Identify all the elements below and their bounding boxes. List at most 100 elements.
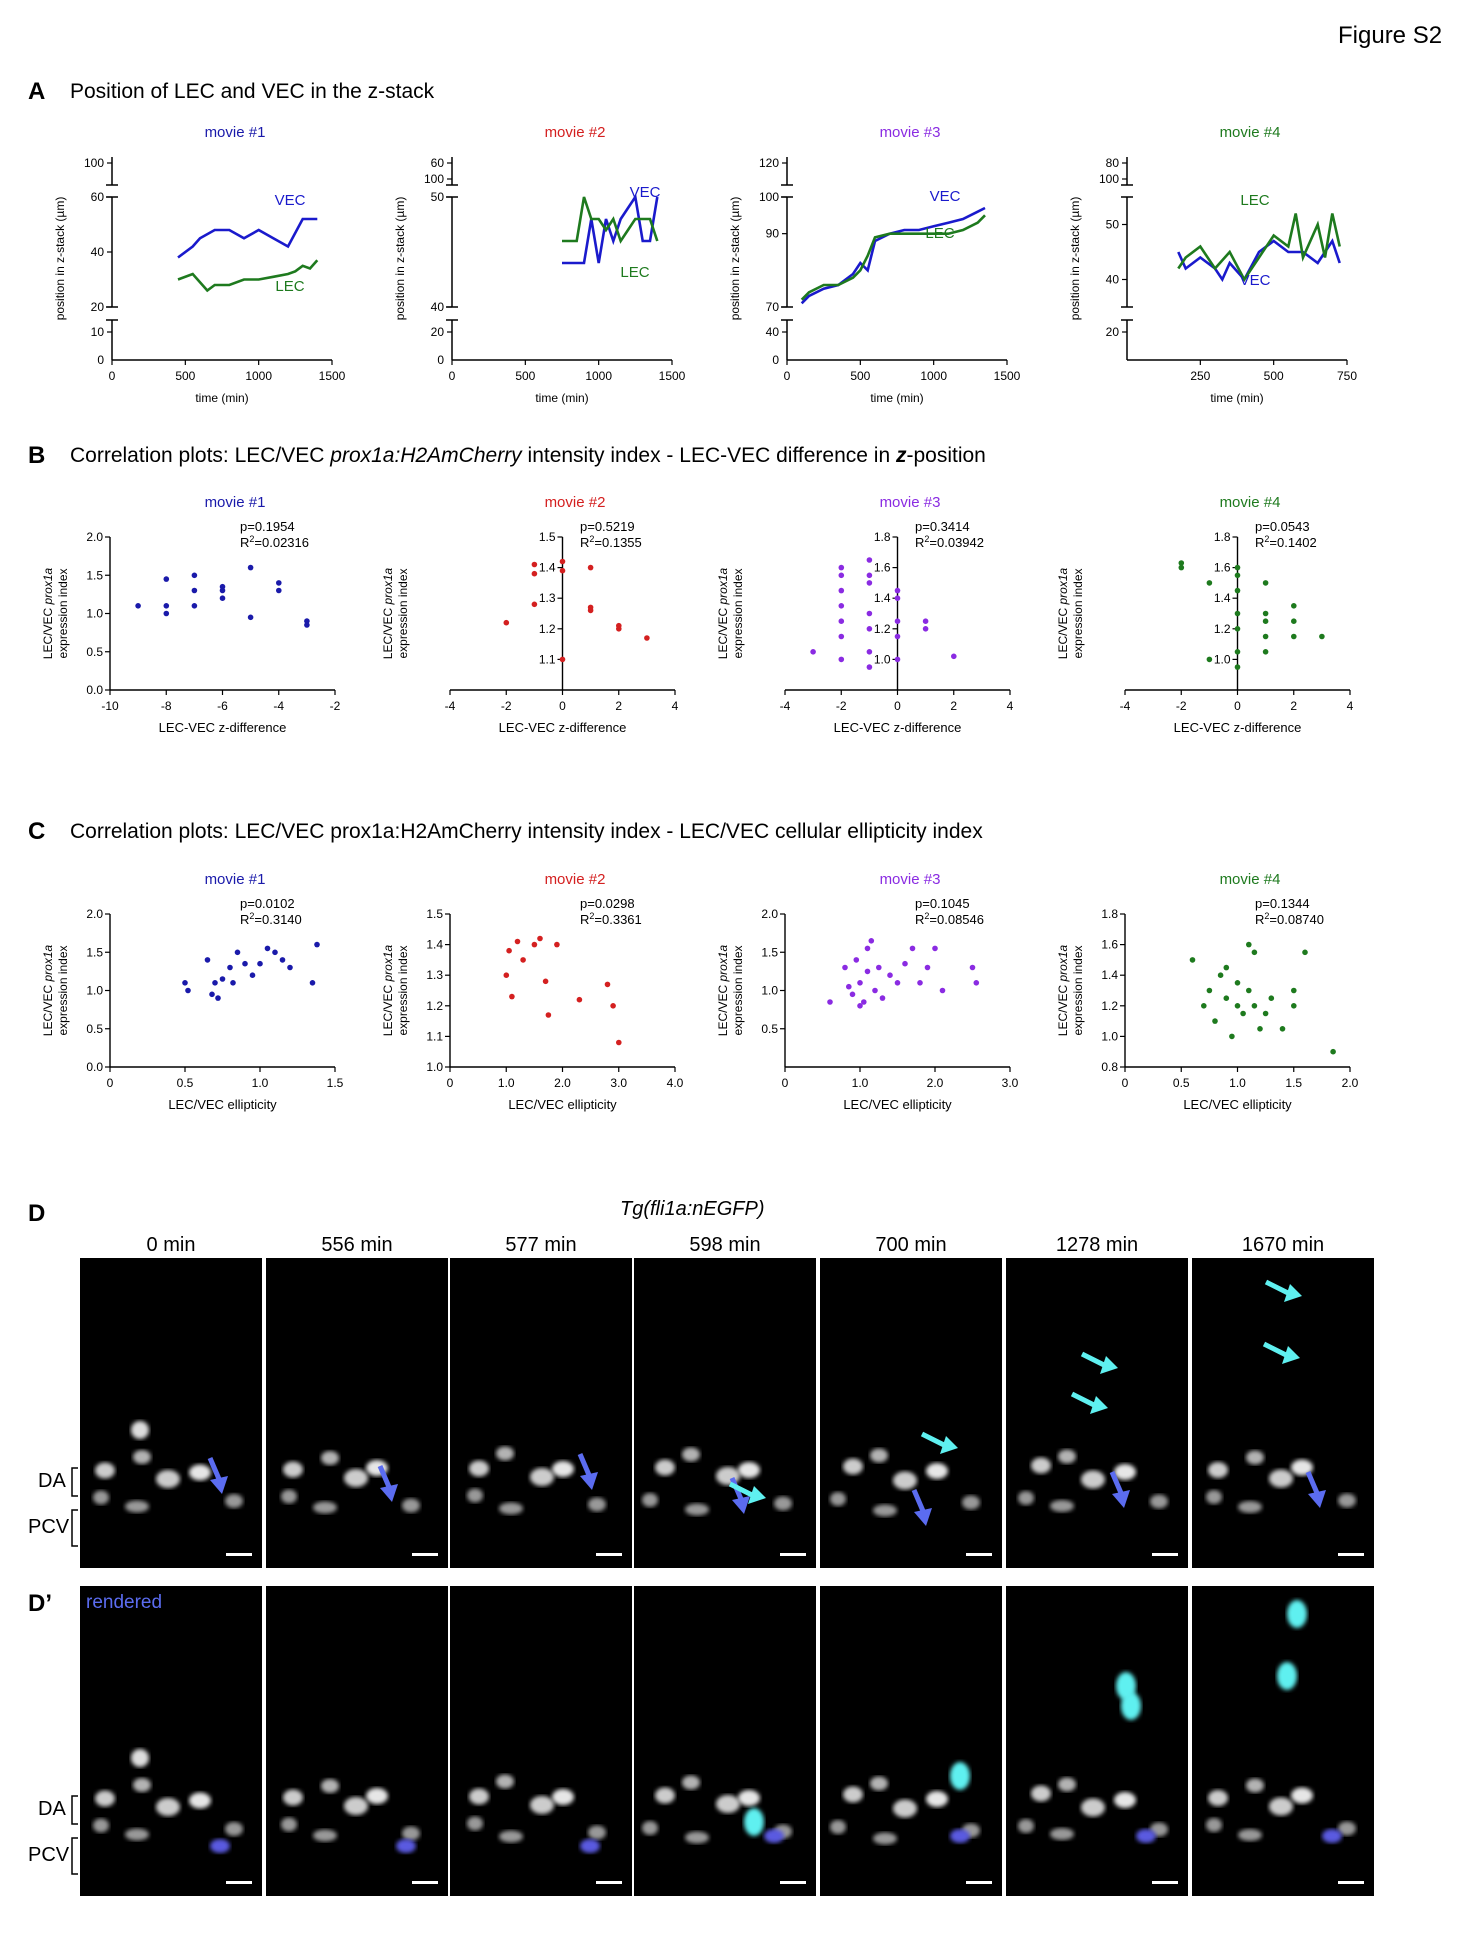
x-tick-label: 2.0 [1342, 1076, 1359, 1090]
nucleus [344, 1797, 368, 1815]
p-value-annotation: p=0.1045 [915, 896, 970, 911]
data-point [853, 957, 860, 963]
panel-b-title: Correlation plots: LEC/VEC prox1a:H2AmCh… [70, 444, 986, 467]
y-tick-label: 0.8 [1101, 1060, 1118, 1074]
nucleus [1238, 1501, 1262, 1513]
data-point [1234, 610, 1241, 617]
data-point [1223, 964, 1230, 971]
chart-c-movie-1: movie #1 0.0 0.5 1.0 1.5 2.0 0 0.5 1.0 1.5 LEC/VEC… [41, 871, 344, 1112]
y-tick-label: 1.0 [1101, 1029, 1118, 1043]
nucleus [131, 1749, 149, 1767]
data-point [304, 622, 310, 628]
x-axis-label: time (min) [1210, 391, 1263, 405]
series-vec-line [177, 217, 318, 259]
x-tick-label: 1.0 [498, 1076, 515, 1090]
data-point [249, 972, 256, 978]
data-point [276, 580, 282, 586]
nucleus [893, 1799, 917, 1818]
y-axis-label-line1: LEC/VEC prox1a [381, 567, 395, 659]
x-tick-label: 1500 [659, 369, 686, 383]
rendered-vec-nucleus [764, 1829, 784, 1843]
scale-bar [412, 1881, 438, 1884]
x-tick-label: -2 [1176, 699, 1187, 713]
chart-title: movie #1 [205, 871, 266, 888]
nucleus [499, 1502, 523, 1515]
data-point [887, 972, 893, 978]
data-point [304, 618, 310, 624]
y-tick-label: 1.2 [426, 999, 443, 1013]
x-tick-label: 750 [1337, 369, 1357, 383]
data-point [542, 978, 549, 985]
timepoint-label: 1278 min [1055, 1234, 1139, 1256]
data-point [846, 983, 852, 990]
y-axis-label: position in z-stack (µm) [728, 197, 742, 321]
nucleus [1208, 1462, 1228, 1478]
x-tick-label: 2 [1290, 699, 1297, 713]
data-point [309, 980, 316, 986]
x-tick-label: 0.5 [1173, 1076, 1190, 1090]
y-tick-label: 1.5 [86, 568, 103, 582]
nucleus [1338, 1821, 1356, 1836]
nucleus [642, 1821, 658, 1835]
x-tick-label: 3.0 [1002, 1076, 1019, 1090]
data-point [215, 995, 221, 1001]
x-tick-label: 0 [109, 369, 116, 383]
rendered-microscopy-tile [450, 1586, 632, 1896]
y-tick-label: 10 [91, 325, 105, 339]
x-tick-label: 0 [782, 1076, 789, 1090]
scale-bar [780, 1553, 806, 1556]
nucleus [1246, 1778, 1264, 1793]
data-point [864, 945, 871, 952]
rendered-microscopy-tile [266, 1586, 448, 1896]
tile-image [1018, 1672, 1168, 1843]
data-point [185, 987, 191, 994]
x-tick-label: 0 [107, 1076, 114, 1090]
data-point [866, 572, 873, 579]
y-tick-label: 0 [97, 353, 104, 367]
data-point [503, 972, 510, 978]
x-tick-label: 0 [1234, 699, 1241, 713]
y-tick-label: 50 [1106, 218, 1120, 232]
nucleus [133, 1778, 151, 1792]
nucleus [1081, 1470, 1105, 1489]
data-point [1330, 1048, 1336, 1055]
rendered-lec-nucleus [1287, 1600, 1307, 1628]
x-tick-label: 500 [515, 369, 535, 383]
r2-annotation: R2=0.1402 [1255, 534, 1317, 550]
nucleus [530, 1796, 554, 1814]
data-point [247, 614, 254, 621]
y-axis-label-line1: LEC/VEC prox1a [41, 567, 55, 659]
y-tick-label: 40 [91, 245, 105, 259]
data-point [924, 964, 931, 971]
nucleus [873, 1832, 897, 1845]
panel-d-prime-letter: D’ [28, 1590, 52, 1617]
nucleus [870, 1776, 888, 1791]
data-point [1291, 987, 1297, 994]
data-point [1268, 995, 1275, 1001]
vessel-brackets-dprime [71, 1795, 78, 1875]
x-tick-label: 1000 [585, 369, 612, 383]
r2-annotation: R2=0.3140 [240, 911, 302, 927]
scale-bar [1338, 1881, 1364, 1884]
nucleus [496, 1446, 514, 1461]
x-axis-label: LEC/VEC ellipticity [168, 1097, 277, 1112]
x-tick-label: 1500 [319, 369, 346, 383]
nucleus [1114, 1464, 1136, 1480]
timepoint-label: 1670 min [1241, 1234, 1325, 1256]
data-point [894, 656, 901, 663]
y-tick-label: 100 [84, 156, 104, 170]
y-tick-label: 1.4 [874, 591, 891, 605]
y-axis-label-line1: LEC/VEC prox1a [1056, 944, 1070, 1036]
data-point [879, 995, 886, 1001]
nucleus [1246, 1450, 1264, 1465]
series-label-vec: VEC [630, 184, 661, 201]
data-point [616, 1039, 622, 1046]
x-tick-label: 4 [1007, 699, 1014, 713]
rendered-vec-nucleus [210, 1839, 230, 1853]
y-tick-label: 1.6 [1214, 561, 1231, 575]
data-point [1251, 1003, 1258, 1009]
rendered-vec-nucleus [950, 1829, 970, 1843]
data-point [1234, 980, 1241, 986]
nucleus [189, 1792, 211, 1809]
series-label-vec: VEC [1240, 272, 1271, 289]
